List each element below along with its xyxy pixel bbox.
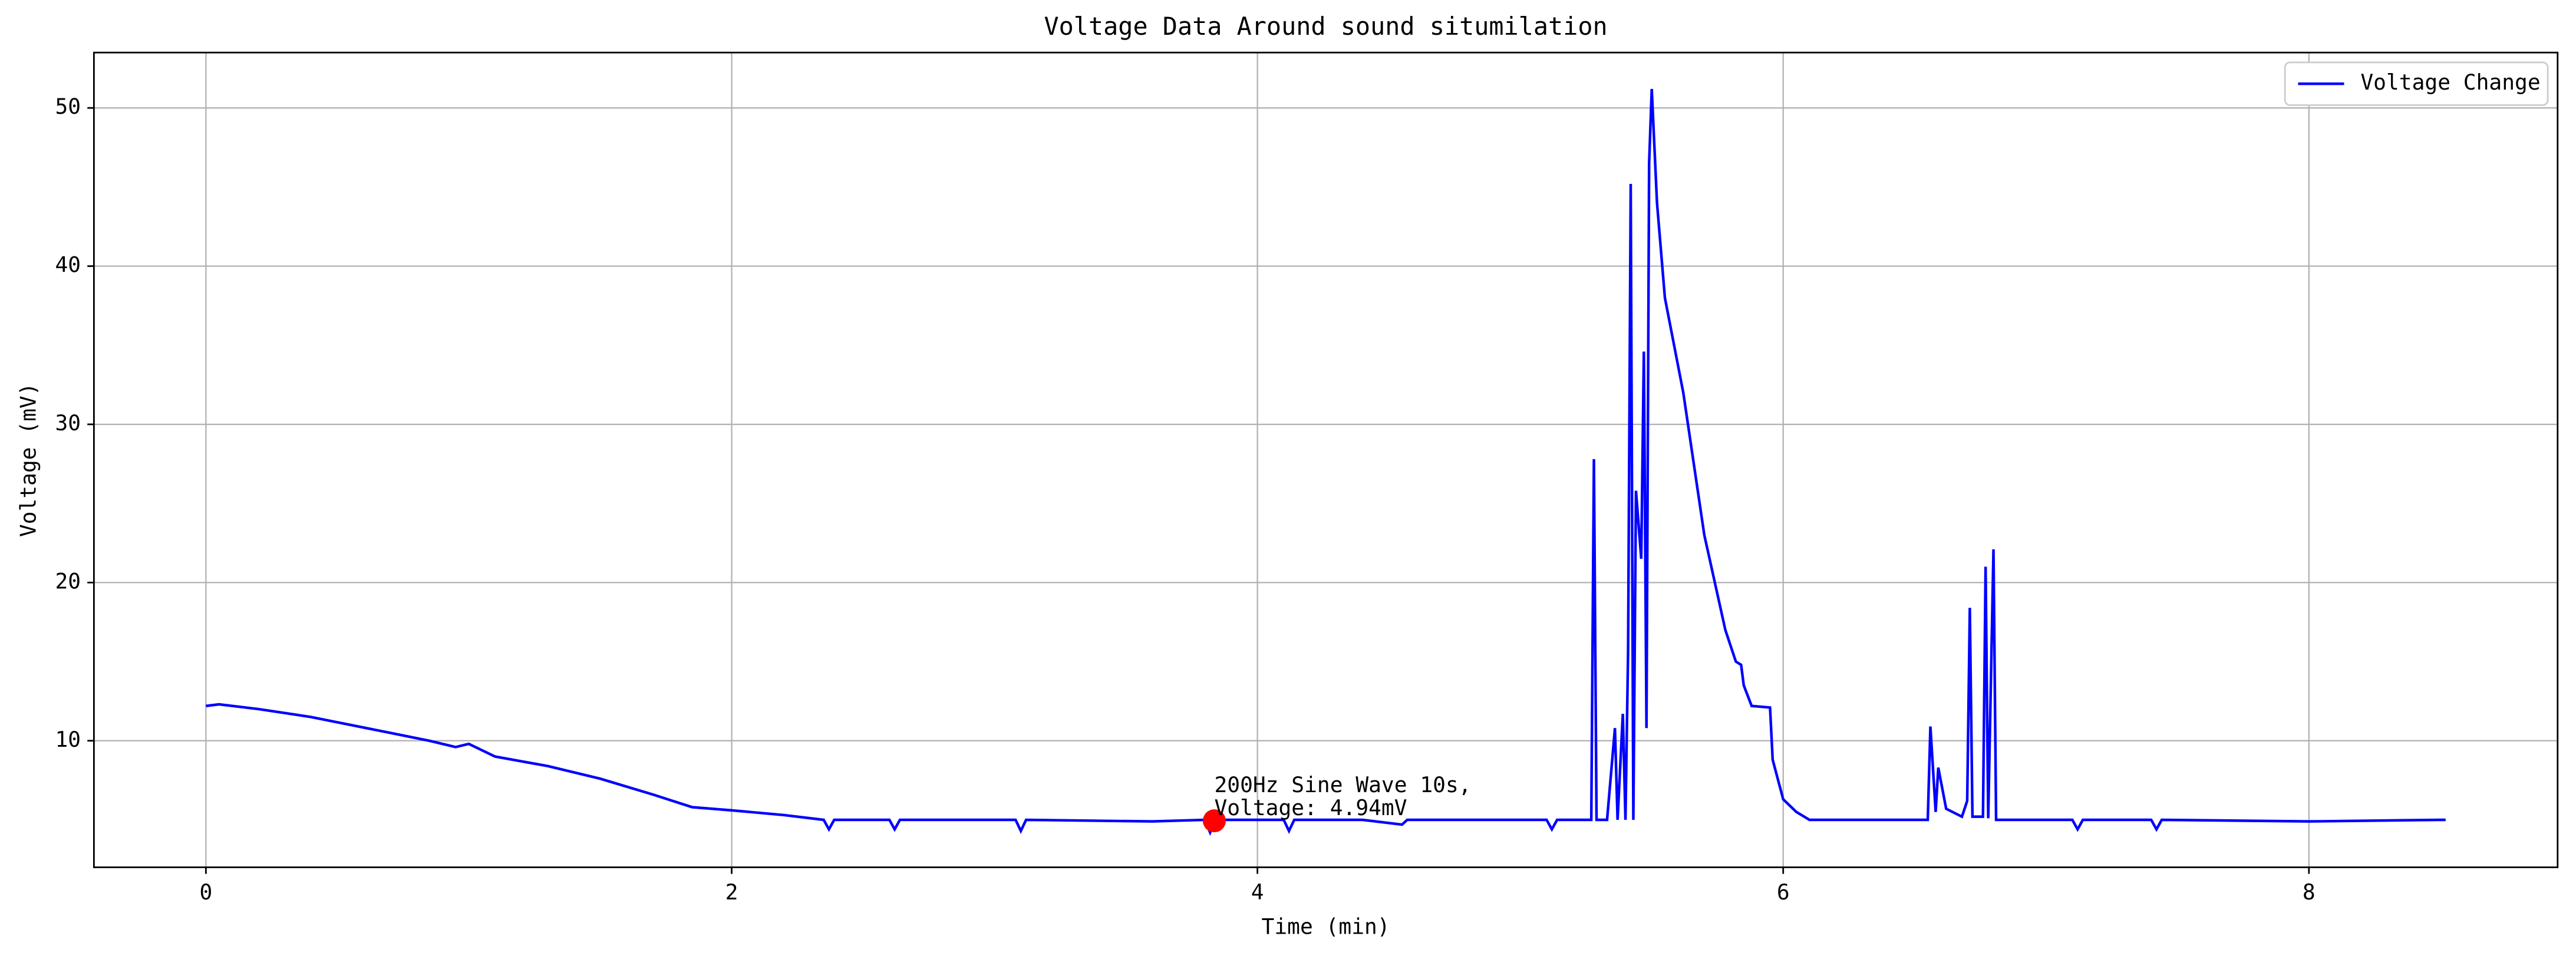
y-tick-label: 30 xyxy=(55,410,81,436)
y-tick-label: 40 xyxy=(55,252,81,278)
legend-label: Voltage Change xyxy=(2360,70,2540,95)
y-tick-label: 10 xyxy=(55,727,81,752)
annotation-marker xyxy=(1202,809,1226,833)
legend-box xyxy=(2284,61,2549,106)
y-axis-label: Voltage (mV) xyxy=(16,383,41,538)
x-tick-label: 8 xyxy=(2303,879,2316,905)
annotation-text: Voltage: 4.94mV xyxy=(1214,795,1407,820)
y-tick-label: 50 xyxy=(55,94,81,119)
x-tick-label: 4 xyxy=(1251,879,1264,905)
y-tick-label: 20 xyxy=(55,568,81,594)
data-line xyxy=(206,88,2446,836)
annotation-text: 200Hz Sine Wave 10s, xyxy=(1214,772,1471,797)
x-axis-label: Time (min) xyxy=(1262,914,1390,939)
plot-frame xyxy=(93,51,2559,868)
x-tick-label: 2 xyxy=(725,879,738,905)
x-tick-label: 0 xyxy=(200,879,213,905)
x-tick-label: 6 xyxy=(1777,879,1790,905)
chart-title: Voltage Data Around sound situmilation xyxy=(1044,12,1607,41)
